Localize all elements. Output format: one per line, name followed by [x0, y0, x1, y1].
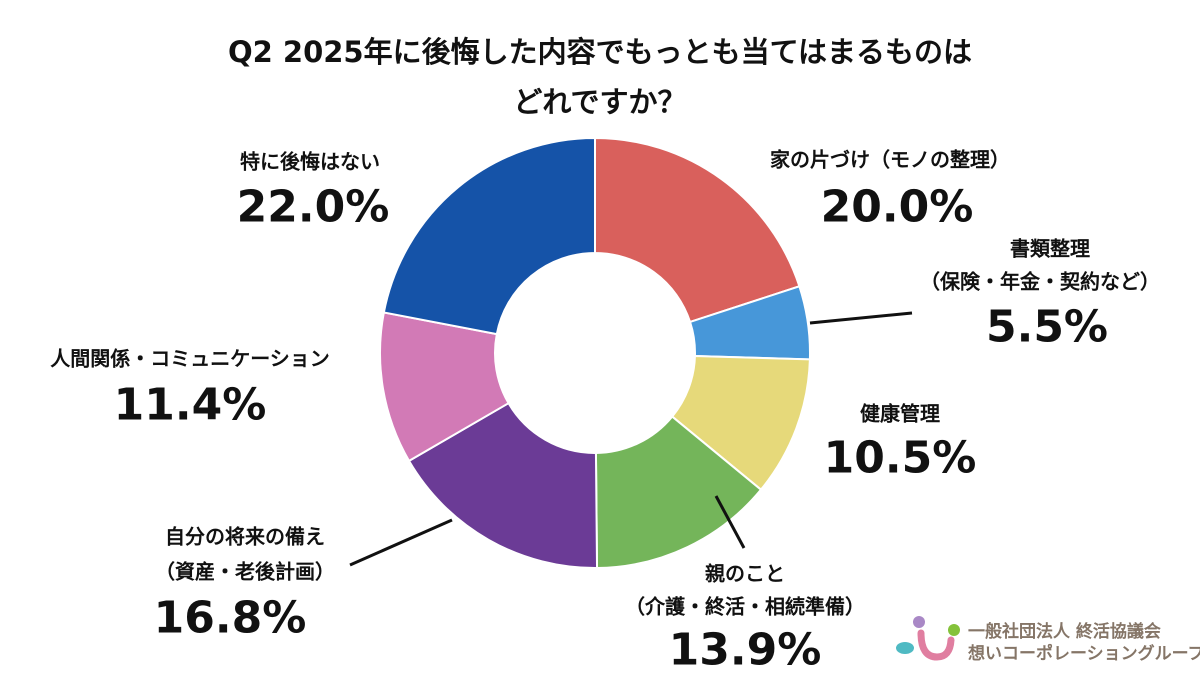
label-parents: 親のこと — [705, 561, 785, 586]
value-future: 16.8% — [153, 592, 307, 644]
logo-dot-purple — [913, 616, 925, 628]
leader-line-parents — [714, 495, 746, 549]
label-documents-sub: （保険・年金・契約など） — [920, 269, 1160, 294]
value-parents: 13.9% — [668, 624, 822, 676]
label-future: 自分の将来の備え — [165, 524, 325, 549]
label-no-regret: 特に後悔はない — [240, 149, 380, 174]
label-health: 健康管理 — [860, 401, 940, 426]
label-parents-sub: （介護・終活・相続準備） — [625, 594, 865, 619]
value-relationships: 11.4% — [113, 379, 267, 431]
label-documents: 書類整理 — [1010, 236, 1090, 261]
label-future-sub: （資産・老後計画） — [155, 559, 335, 584]
donut-slice-6 — [382, 136, 596, 336]
logo-blob-teal — [896, 642, 914, 654]
value-no-regret: 22.0% — [236, 181, 390, 233]
donut-slice-0 — [594, 136, 801, 324]
logo-dot-green — [948, 624, 960, 636]
logo-arc-pink — [917, 629, 955, 661]
leader-line-documents — [809, 311, 913, 325]
donut-slice-3 — [594, 415, 763, 569]
donut-slice-4 — [407, 401, 599, 569]
label-house: 家の片づけ（モノの整理） — [770, 147, 1010, 172]
chart-title-line2: どれですか？ — [513, 85, 687, 119]
value-health: 10.5% — [823, 432, 977, 484]
logo-text-line1: 一般社団法人 終活協議会 — [968, 622, 1161, 642]
chart-title-line1: Q2 2025年に後悔した内容でもっとも当てはまるものは — [227, 35, 973, 69]
value-house: 20.0% — [820, 181, 974, 233]
value-documents: 5.5% — [985, 301, 1109, 353]
logo-mark — [896, 616, 960, 661]
leader-line-future — [349, 518, 453, 567]
label-relationships: 人間関係・コミュニケーション — [50, 346, 330, 371]
logo-text-line2: 想いコーポレーショングループ — [968, 644, 1200, 664]
